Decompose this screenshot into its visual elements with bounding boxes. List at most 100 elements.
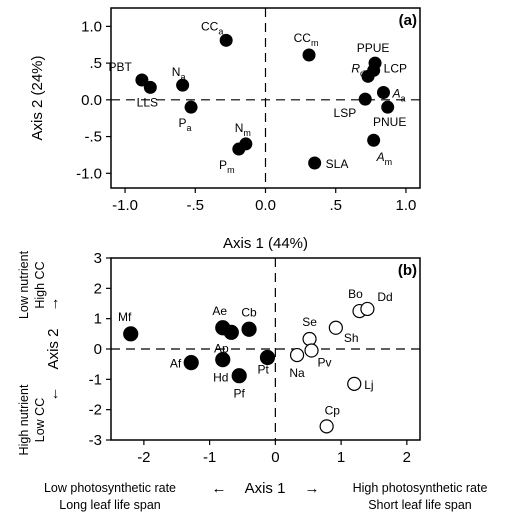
data-point (232, 142, 246, 156)
data-point (219, 33, 233, 47)
point-label: Pt (257, 362, 269, 376)
point-label: Dd (377, 290, 392, 304)
x-tick-label: -1.0 (112, 197, 138, 214)
point-label: Aa (391, 86, 405, 103)
data-point (302, 48, 316, 62)
x-axis-right-arrow-icon: → (305, 480, 320, 497)
open-data-point (319, 419, 334, 434)
x-tick-label: 0 (271, 449, 279, 466)
x-axis-label: Axis 1 (44%) (223, 235, 308, 252)
point-label: Se (302, 315, 317, 329)
x-right-annotation-line2: Short leaf life span (368, 498, 472, 512)
panel-b-plot: -2 -1 0 1 2 3 2 1 0 -1 -2 -3 (b) Axis 2 ← → Low nutrient… (17, 250, 487, 512)
open-data-point (347, 376, 362, 391)
x-tick-label: 0.0 (255, 197, 276, 214)
y-tick-label: -1.0 (76, 165, 102, 182)
x-tick-label: 1 (337, 449, 345, 466)
data-point (358, 92, 372, 106)
y-tick-label: 3 (94, 250, 102, 267)
open-data-point (302, 331, 317, 347)
point-label: Lj (364, 378, 373, 392)
x-tick-label: -2 (137, 449, 150, 466)
x-tick-label: -.5 (187, 197, 205, 214)
x-left-annotation-line2: Long leaf life span (59, 498, 161, 512)
data-point (381, 100, 395, 114)
y-tick-label: 1.0 (81, 18, 102, 35)
point-label: Hd (213, 371, 228, 385)
y-tick-label: 1 (94, 311, 102, 328)
y-tick-label: 0 (94, 341, 102, 358)
point-label: LLS (137, 95, 158, 109)
panel-label: (b) (398, 262, 417, 279)
point-label: Pa (179, 116, 192, 133)
point-label: Mf (118, 310, 132, 324)
filled-data-point (215, 352, 231, 368)
point-label: Pv (318, 356, 332, 370)
y-axis-label: Axis 2 (45, 329, 62, 370)
point-label: Cp (325, 403, 341, 417)
point-label: PBT (109, 60, 133, 74)
x-axis-left-arrow-icon: ← (212, 480, 227, 497)
y-top-annotation-line2: High CC (33, 261, 47, 308)
point-label: Bo (348, 287, 363, 301)
filled-data-point (223, 324, 239, 340)
point-label: Pm (219, 158, 235, 175)
y-bottom-annotation-line1: High nutrient (17, 384, 31, 455)
point-label: Ae (212, 304, 227, 318)
y-axis-arrow-icon: ← (45, 387, 62, 402)
y-bottom-annotation-line2: Low CC (33, 398, 47, 442)
data-point (376, 85, 390, 99)
filled-data-point (183, 355, 199, 371)
data-point (367, 133, 381, 147)
x-tick-label: 2 (403, 449, 411, 466)
open-data-point (289, 347, 305, 363)
data-point (176, 78, 190, 92)
filled-data-point (123, 326, 139, 342)
point-label: PNUE (373, 115, 406, 129)
y-tick-label: -1 (89, 371, 102, 388)
point-label: CCm (294, 31, 319, 48)
point-label: Ap (214, 341, 229, 355)
filled-data-point (241, 321, 257, 337)
point-label: Nm (235, 121, 251, 138)
x-axis-label: Axis 1 (245, 480, 286, 497)
open-data-point (328, 320, 343, 335)
y-axis-label: Axis 2 (24%) (29, 55, 46, 140)
x-left-annotation-line1: Low photosynthetic rate (44, 481, 176, 495)
point-label: CCa (201, 19, 223, 36)
point-label: Rd (351, 61, 365, 78)
data-point (143, 80, 157, 94)
x-tick-label: 1.0 (396, 197, 417, 214)
y-top-annotation-line1: Low nutrient (17, 250, 31, 319)
data-point (361, 69, 375, 83)
point-label: Na (289, 366, 305, 380)
point-label: LCP (384, 61, 407, 75)
x-tick-label: -1 (203, 449, 216, 466)
y-tick-label: -.5 (84, 129, 102, 146)
y-tick-label: -3 (89, 432, 102, 449)
point-label: Cb (241, 305, 257, 319)
data-point (184, 100, 198, 114)
data-point (308, 156, 322, 170)
filled-data-point (231, 368, 247, 384)
point-label: Af (170, 357, 182, 371)
point-label: SLA (326, 157, 349, 171)
point-label: PPUE (357, 41, 390, 55)
point-label: Pf (234, 387, 246, 401)
x-tick-label: .5 (329, 197, 342, 214)
y-tick-label: .5 (89, 55, 102, 72)
filled-data-point (259, 349, 276, 366)
point-label: Na (172, 65, 186, 82)
panel-label: (a) (399, 12, 417, 29)
x-right-annotation-line1: High photosynthetic rate (353, 481, 488, 495)
data-point (135, 73, 149, 87)
y-tick-label: 2 (94, 280, 102, 297)
point-label: Sh (344, 331, 359, 345)
point-label: LSP (334, 106, 357, 120)
y-tick-label: 0.0 (81, 92, 102, 109)
open-data-point (360, 301, 375, 317)
y-axis-arrow-icon: → (45, 297, 62, 312)
point-label: Am (376, 150, 393, 167)
panel-a-plot: -1.0 -.5 0.0 .5 1.0 1.0 .5 0.0 -.5 -1.0 Axis 1 (44… (29, 7, 421, 252)
